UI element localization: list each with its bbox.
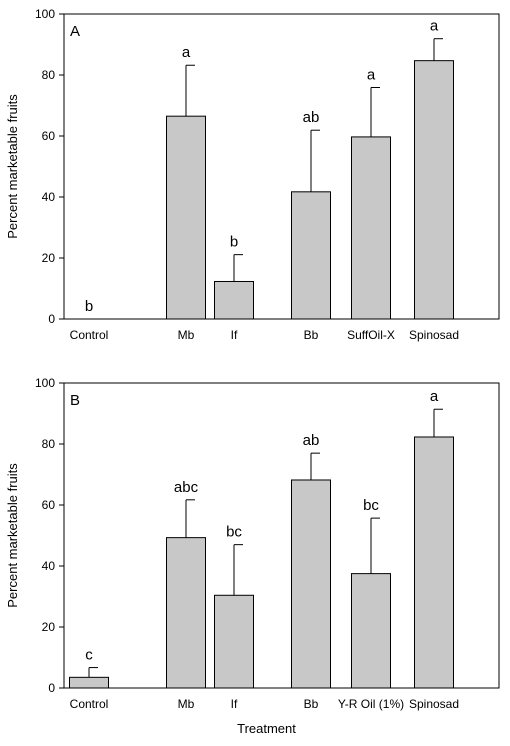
y-tick-label: 20 xyxy=(42,620,56,634)
x-tick-label: If xyxy=(231,697,238,711)
bar xyxy=(414,436,454,689)
x-axis-label: Treatment xyxy=(237,721,296,736)
y-axis-label: Percent marketable fruits xyxy=(5,94,20,239)
x-tick-label: Spinosad xyxy=(409,328,459,342)
plot-frame xyxy=(63,13,500,320)
x-tick-label: SuffOil-X xyxy=(347,328,395,342)
bar xyxy=(69,676,109,689)
y-tick-label: 60 xyxy=(42,129,56,143)
significance-letter: bc xyxy=(226,524,242,541)
panel-label: B xyxy=(70,392,80,409)
x-tick-label: Bb xyxy=(304,697,319,711)
bar xyxy=(214,594,254,689)
x-tick-label: Y-R Oil (1%) xyxy=(338,697,404,711)
x-tick-label: If xyxy=(231,328,238,342)
chart-panel: 0 20 40 60 80 100 Percent marketable fruits Bc C… xyxy=(5,376,500,736)
significance-letter: bc xyxy=(363,497,379,514)
y-tick-label: 60 xyxy=(42,498,56,512)
panel-label: A xyxy=(70,23,80,40)
x-tick-label: Mb xyxy=(178,328,195,342)
significance-letter: a xyxy=(367,67,376,84)
bar xyxy=(166,115,206,320)
significance-letter: c xyxy=(85,647,93,664)
bar xyxy=(414,60,454,320)
significance-letter: b xyxy=(85,298,93,315)
y-tick-label: 80 xyxy=(42,437,56,451)
significance-letter: ab xyxy=(303,432,320,449)
y-tick-label: 80 xyxy=(42,68,56,82)
y-tick-label: 100 xyxy=(35,376,55,390)
x-tick-label: Control xyxy=(70,328,109,342)
significance-letter: a xyxy=(182,44,191,61)
plot-frame xyxy=(63,382,500,689)
significance-letter: ab xyxy=(303,109,320,126)
x-tick-label: Spinosad xyxy=(409,697,459,711)
bar xyxy=(291,191,331,320)
bar xyxy=(291,479,331,689)
y-tick-label: 20 xyxy=(42,251,56,265)
y-axis-label: Percent marketable fruits xyxy=(5,463,20,608)
bar xyxy=(166,537,206,689)
y-tick-label: 40 xyxy=(42,190,56,204)
x-tick-label: Bb xyxy=(304,328,319,342)
significance-letter: a xyxy=(430,388,439,405)
x-tick-label: Control xyxy=(70,697,109,711)
significance-letter: abc xyxy=(174,479,199,496)
y-tick-label: 0 xyxy=(48,681,55,695)
y-tick-label: 40 xyxy=(42,559,56,573)
bar xyxy=(351,573,391,689)
significance-letter: a xyxy=(430,18,439,35)
x-tick-label: Mb xyxy=(178,697,195,711)
bar xyxy=(214,280,254,320)
bar xyxy=(351,136,391,320)
y-tick-label: 100 xyxy=(35,7,55,21)
significance-letter: b xyxy=(230,234,238,251)
y-tick-label: 0 xyxy=(48,312,55,326)
